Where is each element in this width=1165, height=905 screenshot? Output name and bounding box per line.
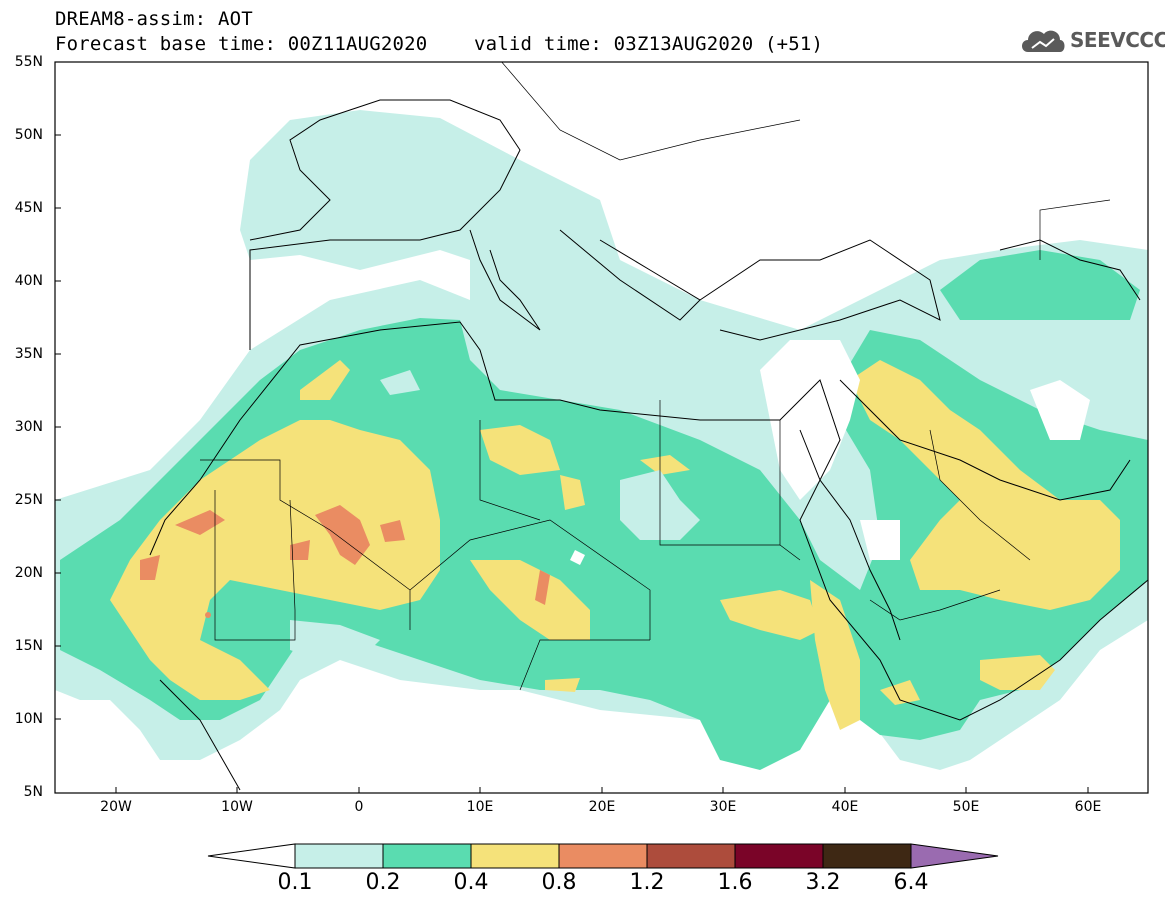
lon-label: 10E [466, 799, 494, 815]
lat-label: 5N [23, 784, 43, 800]
logo-text: SEEVCCC [1070, 28, 1165, 52]
colorbar-swatch [558, 843, 648, 869]
seevccc-logo: SEEVCCC [1018, 22, 1165, 58]
lat-label: 40N [14, 273, 43, 289]
lon-label: 0 [354, 799, 364, 815]
colorbar-min-arrow [207, 843, 296, 869]
colorbar-label: 3.2 [805, 870, 841, 895]
lat-label: 25N [14, 492, 43, 508]
colorbar-swatch [470, 843, 560, 869]
lat-label: 10N [14, 711, 43, 727]
forecast-time-line: Forecast base time: 00Z11AUG2020 valid t… [55, 33, 824, 55]
lat-label: 35N [14, 346, 43, 362]
colorbar-swatch [294, 843, 384, 869]
lon-label: 60E [1074, 799, 1102, 815]
lon-label: 20E [588, 799, 616, 815]
aot-field [55, 62, 1148, 791]
map-title: DREAM8-assim: AOT [55, 8, 253, 30]
aot-band-0.4 [110, 360, 1120, 730]
lon-label: 40E [831, 799, 859, 815]
clear-areas [570, 340, 1090, 565]
colorbar-swatch [382, 843, 472, 869]
lat-label: 15N [14, 638, 43, 654]
colorbar-max-arrow [910, 843, 999, 869]
lon-label: 50E [952, 799, 980, 815]
lat-label: 55N [14, 54, 43, 70]
lon-label: 10W [221, 799, 253, 815]
lon-label: 30E [709, 799, 737, 815]
colorbar-label: 0.1 [277, 870, 313, 895]
cloud-icon [1022, 30, 1065, 52]
colorbar-label: 1.2 [629, 870, 665, 895]
colorbar-label: 0.8 [541, 870, 577, 895]
lat-label: 50N [14, 127, 43, 143]
lon-label: 20W [100, 799, 132, 815]
colorbar-swatch [646, 843, 736, 869]
country-borders [200, 62, 1111, 691]
colorbar-label: 0.4 [453, 870, 489, 895]
colorbar-label: 1.6 [717, 870, 753, 895]
lat-label: 45N [14, 200, 43, 216]
lat-label: 20N [14, 565, 43, 581]
colorbar-swatch [822, 843, 912, 869]
lat-label: 30N [14, 419, 43, 435]
colorbar-label: 6.4 [893, 870, 929, 895]
colorbar-label: 0.2 [365, 870, 401, 895]
axis-ticks [55, 61, 1089, 793]
colorbar-swatch [734, 843, 824, 869]
